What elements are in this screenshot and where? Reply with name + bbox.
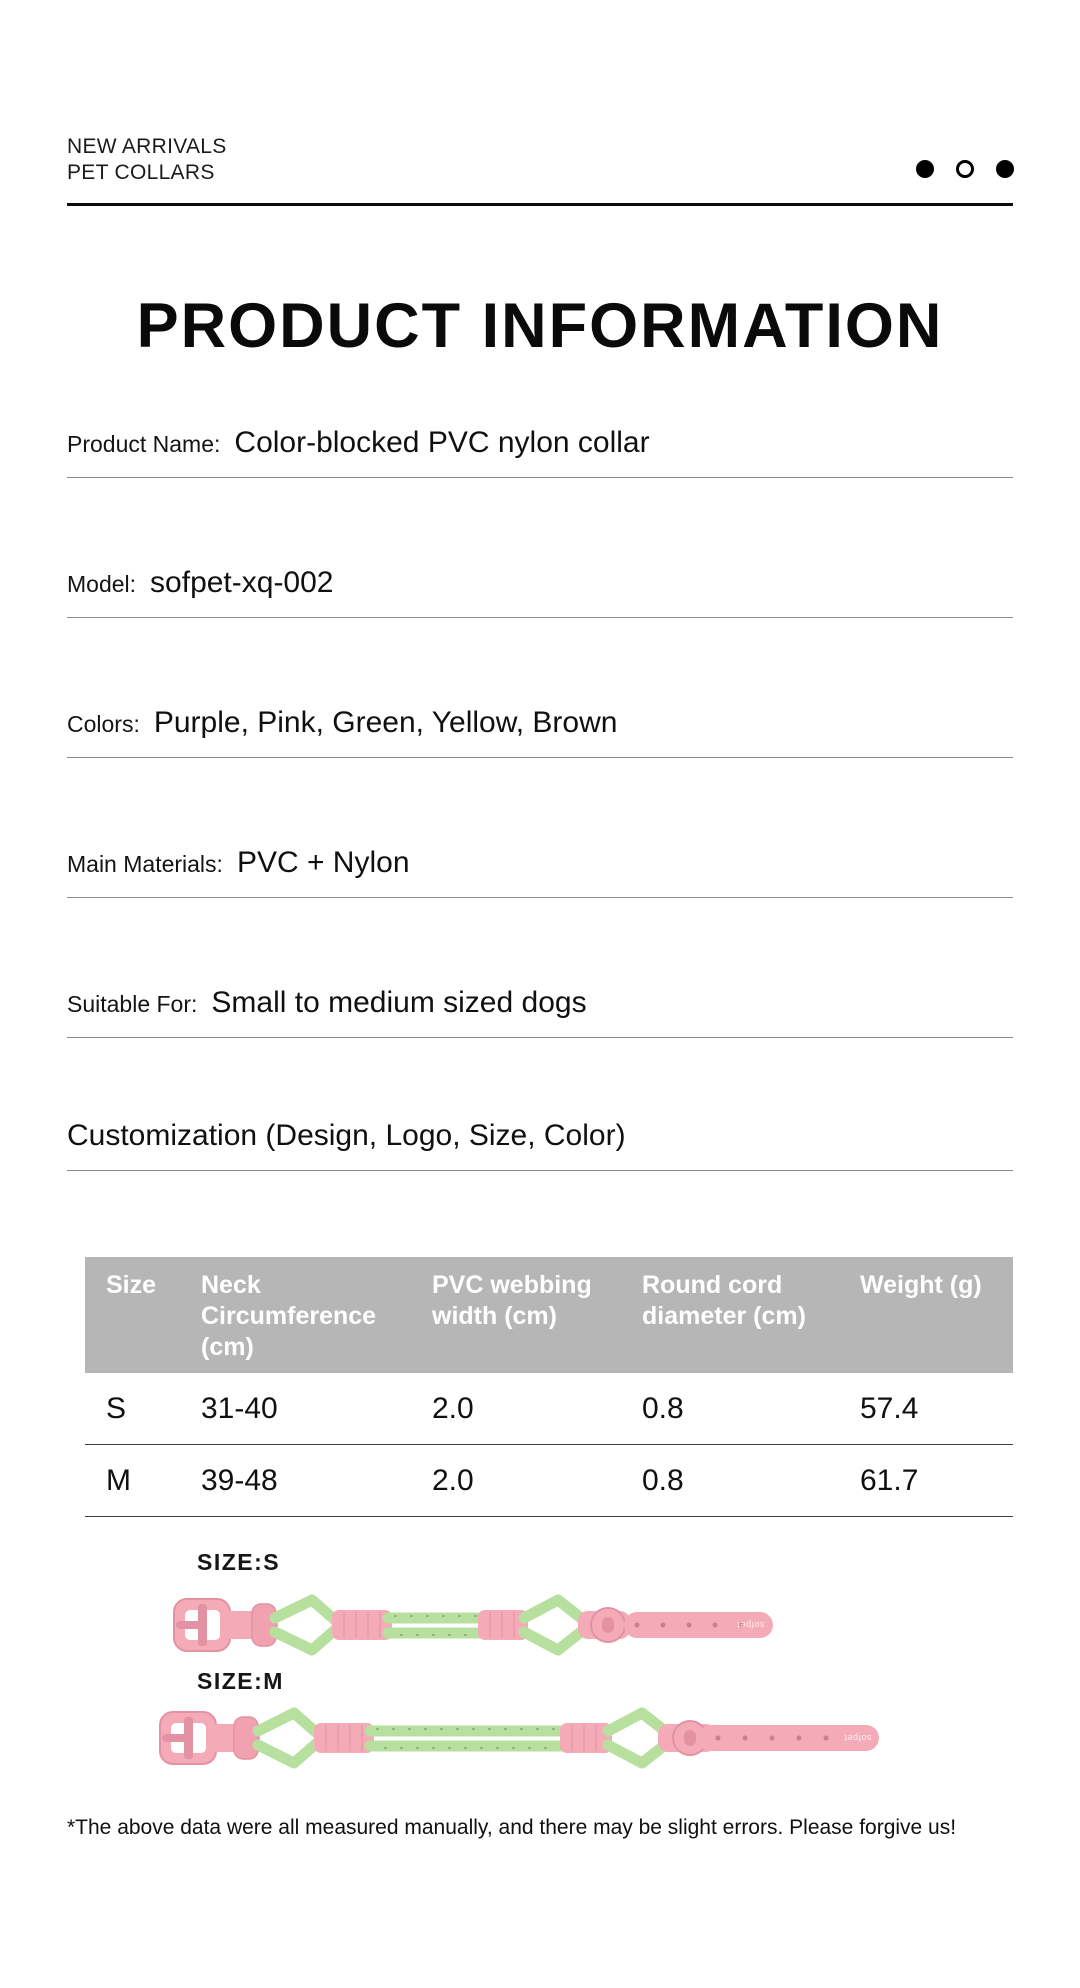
field-value: PVC + Nylon (236, 846, 410, 879)
size-s-label: SIZE:S (197, 1549, 281, 1575)
field-customization: Customization (Design, Logo, Size, Color… (67, 1118, 1013, 1171)
strap-keeper (251, 1603, 277, 1647)
field-label: Main Materials: (67, 851, 223, 877)
field-value: Small to medium sized dogs (211, 986, 587, 1019)
rope-middle (364, 1725, 572, 1752)
field-label: Colors: (67, 711, 140, 737)
collar-m-illustration: sofpet (159, 1707, 879, 1769)
field-value: sofpet-xq-002 (150, 566, 334, 599)
cell-webbing: 2.0 (432, 1391, 474, 1425)
cell-cord: 0.8 (642, 1463, 684, 1497)
rope-loop-left (252, 1707, 324, 1740)
field-model: Model: sofpet-xq-002 (67, 565, 1013, 618)
cell-size: S (106, 1391, 127, 1425)
table-row: S 31-40 2.0 0.8 57.4 (85, 1373, 1013, 1445)
header-divider (67, 203, 1013, 206)
field-product-name: Product Name: Color-blocked PVC nylon co… (67, 425, 1013, 478)
collar-photo-m: sofpet (158, 1698, 879, 1783)
brand-mark: sofpet (737, 1620, 765, 1630)
field-value: Customization (Design, Logo, Size, Color… (67, 1119, 626, 1152)
collar-photo-s: sofpet (172, 1585, 773, 1670)
buckle-icon (159, 1711, 217, 1765)
buckle-ring (658, 1720, 716, 1756)
field-value: Color-blocked PVC nylon collar (234, 426, 650, 459)
cell-webbing: 2.0 (432, 1463, 474, 1497)
cell-neck: 39-48 (201, 1463, 278, 1497)
cell-weight: 57.4 (860, 1391, 919, 1425)
field-value: Purple, Pink, Green, Yellow, Brown (153, 706, 618, 739)
collar-s-illustration: sofpet (173, 1594, 773, 1656)
table-row: M 39-48 2.0 0.8 61.7 (85, 1445, 1013, 1517)
footnote: *The above data were all measured manual… (67, 1816, 957, 1839)
cell-neck: 31-40 (201, 1391, 278, 1425)
pagination-dot-outline-icon[interactable] (956, 160, 974, 178)
buckle-icon (173, 1598, 231, 1652)
field-suitable-for: Suitable For: Small to medium sized dogs (67, 985, 1013, 1038)
eyebrow-heading: NEW ARRIVALS PET COLLARS (67, 134, 227, 186)
field-label: Product Name: (67, 431, 221, 457)
strap-right: sofpet (698, 1725, 879, 1751)
column-header-webbing-width: PVC webbing width (cm) (432, 1271, 592, 1330)
field-colors: Colors: Purple, Pink, Green, Yellow, Bro… (67, 705, 1013, 758)
column-header-weight: Weight (g) (860, 1271, 982, 1299)
cell-weight: 61.7 (860, 1463, 919, 1497)
rope-wrap-right (560, 1723, 612, 1753)
field-label: Suitable For: (67, 991, 198, 1017)
strap-right: sofpet (624, 1612, 773, 1638)
eyebrow-line-1: NEW ARRIVALS (67, 135, 227, 158)
rope-wrap-left (314, 1723, 374, 1753)
brand-mark: sofpet (844, 1733, 872, 1743)
pagination-dot-filled-icon[interactable] (996, 160, 1014, 178)
strap-keeper (233, 1716, 259, 1760)
field-label: Model: (67, 571, 137, 597)
column-header-neck-circumference: Neck Circumference (cm) (201, 1271, 377, 1361)
rope-middle (382, 1612, 490, 1639)
buckle-ring (578, 1607, 630, 1643)
size-spec-table: Size Neck Circumference (cm) PVC webbing… (85, 1257, 1013, 1517)
size-m-label: SIZE:M (197, 1668, 284, 1694)
pagination-dots (916, 160, 1014, 178)
table-header-row: Size Neck Circumference (cm) PVC webbing… (85, 1257, 1013, 1373)
page-title: PRODUCT INFORMATION (136, 291, 944, 361)
rope-wrap-left (332, 1610, 392, 1640)
rope-loop-right (518, 1594, 592, 1628)
field-main-materials: Main Materials: PVC + Nylon (67, 845, 1013, 898)
pagination-dot-filled-icon[interactable] (916, 160, 934, 178)
eyebrow-line-2: PET COLLARS (67, 161, 215, 184)
rope-loop-left (269, 1594, 342, 1627)
column-header-cord-diameter: Round cord diameter (cm) (642, 1271, 806, 1330)
rope-wrap-right (478, 1610, 528, 1640)
cell-size: M (106, 1463, 131, 1497)
column-header-size: Size (106, 1271, 157, 1299)
cell-cord: 0.8 (642, 1391, 684, 1425)
